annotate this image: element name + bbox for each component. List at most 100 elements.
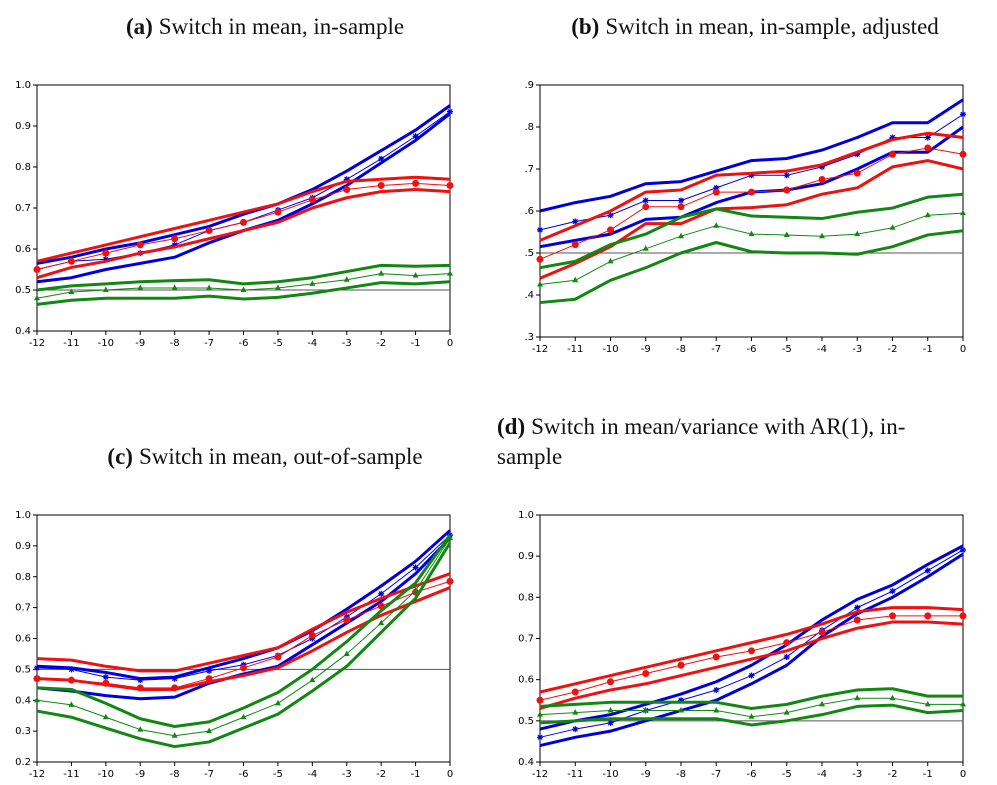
marker <box>68 701 75 707</box>
x-tick-label: -5 <box>782 344 792 355</box>
y-tick-label: 0.7 <box>518 634 534 645</box>
y-tick-label: .6 <box>524 206 534 217</box>
marker <box>206 284 213 290</box>
y-tick-label: 0.9 <box>518 551 534 562</box>
y-tick-label: 1.0 <box>518 510 534 521</box>
x-tick-label: -3 <box>852 344 862 355</box>
marker <box>854 230 861 237</box>
marker <box>572 709 579 715</box>
y-tick-label: .7 <box>524 164 534 175</box>
y-tick-label: 0.5 <box>15 664 31 675</box>
panel-title: Switch in mean, in-sample, adjusted <box>605 14 939 39</box>
marker <box>783 654 790 661</box>
series-line <box>36 263 451 292</box>
marker <box>960 209 966 216</box>
y-tick-label: 0.6 <box>518 675 534 686</box>
marker <box>572 218 579 225</box>
marker <box>642 669 650 677</box>
marker <box>713 686 720 693</box>
marker <box>378 155 385 162</box>
y-tick-label: 0.9 <box>15 541 31 552</box>
marker <box>889 612 896 620</box>
y-tick-label: .8 <box>524 122 534 133</box>
marker <box>412 564 419 571</box>
marker <box>343 650 350 656</box>
series-line <box>539 192 964 270</box>
x-tick-label: -7 <box>204 338 214 349</box>
marker <box>137 726 144 732</box>
x-tick-label: -1 <box>411 769 421 780</box>
x-tick-label: -12 <box>29 338 45 349</box>
marker <box>308 631 316 639</box>
marker <box>137 284 144 290</box>
x-tick-label: -2 <box>376 769 386 780</box>
marker <box>67 676 75 684</box>
marker <box>171 684 179 692</box>
marker <box>377 181 385 189</box>
x-tick-label: -7 <box>711 769 721 780</box>
marker <box>171 284 178 290</box>
marker <box>678 197 684 204</box>
marker <box>678 707 684 713</box>
series-line <box>539 131 964 242</box>
marker <box>712 188 720 196</box>
marker <box>274 653 282 661</box>
marker <box>924 567 931 574</box>
marker <box>446 181 454 189</box>
marker <box>642 203 650 211</box>
x-tick-label: -6 <box>747 344 757 355</box>
marker <box>783 172 790 179</box>
marker <box>889 694 896 701</box>
marker <box>206 727 213 734</box>
x-tick-label: -12 <box>29 769 45 780</box>
y-tick-label: 0.9 <box>15 121 31 132</box>
x-tick-label: -7 <box>204 769 214 780</box>
marker <box>309 676 316 683</box>
chart-title: (b) Switch in mean, in-sample, adjusted <box>520 12 990 42</box>
series-line <box>36 280 451 306</box>
marker <box>447 108 453 115</box>
marker <box>412 133 419 140</box>
marker <box>68 666 75 673</box>
x-tick-label: -12 <box>532 344 548 355</box>
marker <box>537 734 543 741</box>
marker <box>960 546 966 553</box>
marker <box>678 232 684 239</box>
marker <box>889 588 896 595</box>
marker <box>924 612 932 620</box>
marker <box>136 241 144 249</box>
y-tick-label: 0.8 <box>15 572 31 583</box>
y-tick-label: 0.6 <box>15 634 31 645</box>
marker <box>818 176 826 183</box>
marker <box>607 226 614 234</box>
x-tick-label: -11 <box>63 769 79 780</box>
x-tick-label: -6 <box>747 769 757 780</box>
chart-title: (a) Switch in mean, in-sample <box>30 12 500 42</box>
marker <box>924 211 931 218</box>
marker <box>171 675 178 682</box>
marker <box>924 700 931 707</box>
series-line <box>539 552 964 747</box>
x-tick-label: -4 <box>307 338 317 349</box>
marker <box>308 196 316 204</box>
marker <box>571 241 579 249</box>
x-tick-label: -11 <box>63 338 79 349</box>
x-tick-label: 0 <box>447 769 453 780</box>
y-tick-label: .3 <box>524 332 534 343</box>
marker <box>959 150 967 158</box>
y-tick-label: 0.7 <box>15 203 31 214</box>
plot-frame <box>36 84 451 332</box>
marker <box>67 257 75 265</box>
marker <box>68 288 75 295</box>
series-line <box>539 98 964 213</box>
marker <box>412 272 419 278</box>
x-tick-label: -3 <box>852 769 862 780</box>
marker <box>642 245 649 251</box>
marker <box>537 226 543 233</box>
marker <box>748 230 755 237</box>
marker <box>571 688 579 696</box>
marker <box>748 172 755 179</box>
chart-title: (c) Switch in mean, out-of-sample <box>30 442 500 472</box>
y-tick-label: 0.5 <box>15 285 31 296</box>
y-tick-label: .4 <box>524 290 534 301</box>
